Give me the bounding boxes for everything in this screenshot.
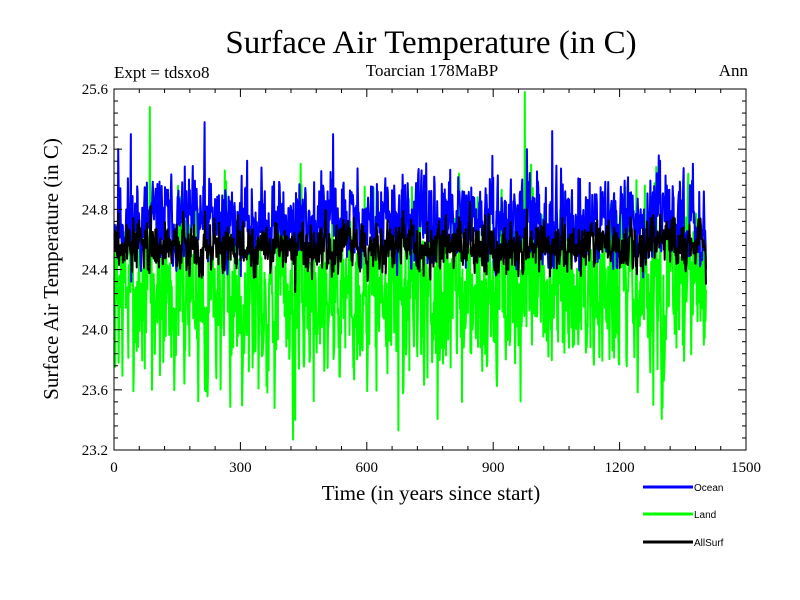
legend-label-allsurf: AllSurf (694, 538, 724, 549)
y-tick-label: 24.8 (82, 202, 108, 218)
y-tick-label: 23.6 (82, 383, 109, 399)
legend-label-land: Land (694, 510, 716, 521)
x-axis-label: Time (in years since start) (322, 481, 541, 505)
legend-label-ocean: Ocean (694, 483, 723, 494)
x-tick-label: 300 (229, 460, 252, 476)
period-label: Toarcian 178MaBP (366, 61, 498, 80)
y-axis-ticks: 23.2 23.6 24.0 24.4 24.8 25.2 25.6 (82, 82, 746, 459)
legend: Ocean Land AllSurf (643, 483, 724, 549)
y-tick-label: 24.0 (82, 323, 108, 339)
x-tick-label: 1200 (605, 460, 635, 476)
series-line-allsurf (113, 200, 707, 294)
y-tick-label: 25.6 (82, 82, 109, 98)
x-tick-label: 900 (482, 460, 505, 476)
x-tick-label: 0 (110, 460, 118, 476)
y-tick-label: 23.2 (82, 443, 108, 459)
x-tick-label: 1500 (731, 460, 761, 476)
experiment-label: Expt = tdsxo8 (114, 63, 210, 82)
season-label: Ann (719, 61, 749, 80)
y-tick-label: 25.2 (82, 142, 108, 158)
x-axis-ticks: 0 300 600 900 1200 1500 (110, 89, 761, 476)
chart-title: Surface Air Temperature (in C) (225, 25, 636, 61)
y-axis-label: Surface Air Temperature (in C) (39, 138, 63, 400)
series-layer (113, 91, 707, 441)
x-tick-label: 600 (356, 460, 379, 476)
y-tick-label: 24.4 (82, 263, 109, 279)
